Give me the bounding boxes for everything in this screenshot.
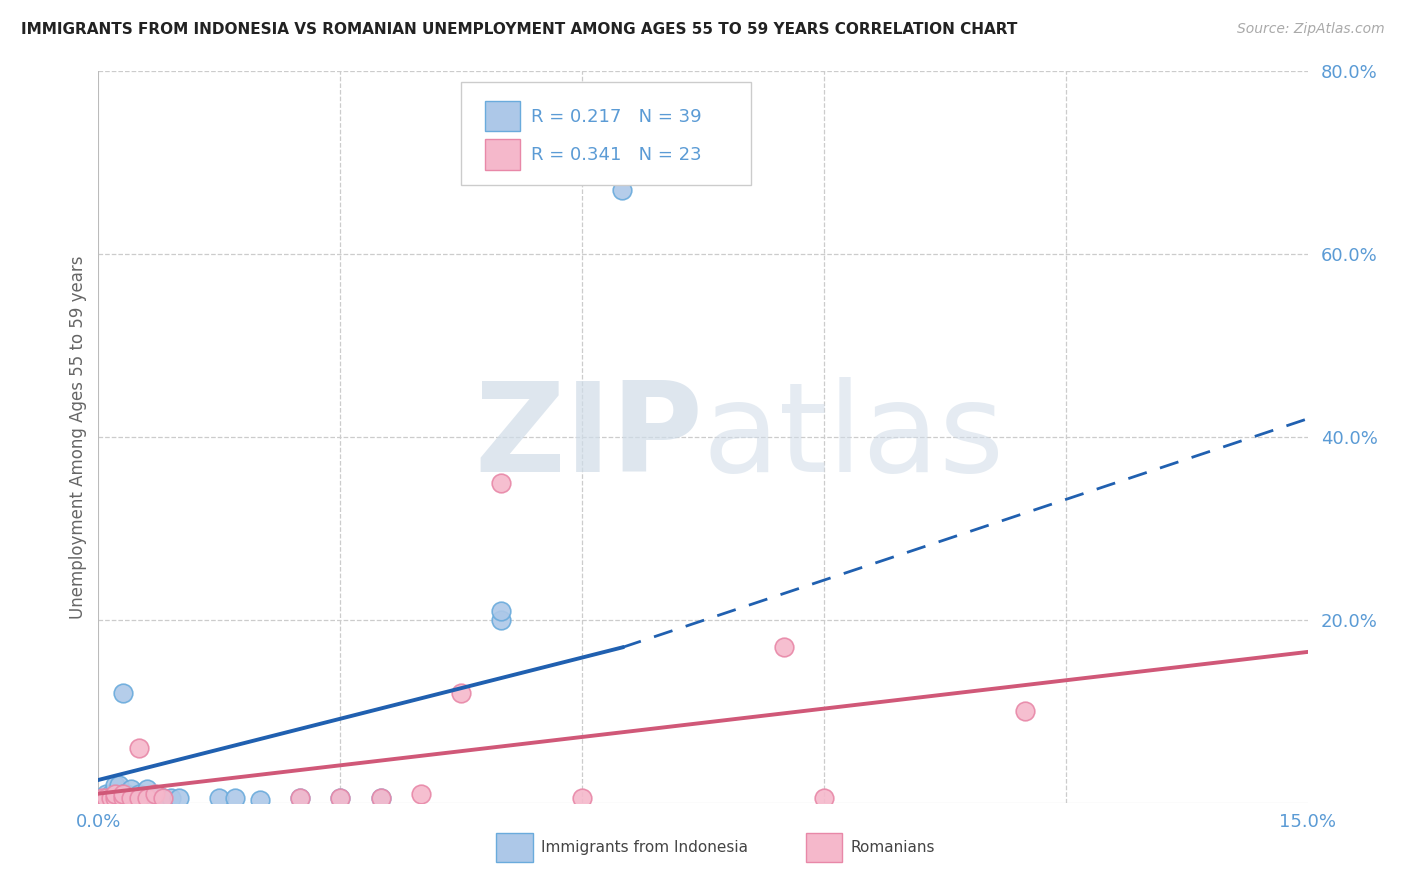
Point <box>612 183 634 197</box>
Point <box>128 740 150 755</box>
Text: R = 0.341   N = 23: R = 0.341 N = 23 <box>531 146 702 164</box>
Point <box>143 787 166 801</box>
Point <box>152 791 174 805</box>
Point <box>128 791 150 805</box>
Point <box>100 787 122 801</box>
Point <box>571 791 593 805</box>
Point <box>128 787 150 801</box>
Point <box>152 791 174 805</box>
Point <box>491 613 513 627</box>
Point <box>103 791 125 805</box>
Point <box>107 791 129 805</box>
Point <box>96 791 118 805</box>
Point <box>1014 705 1036 719</box>
Point <box>370 791 392 805</box>
Point <box>100 791 122 805</box>
Point <box>111 787 134 801</box>
Point <box>132 791 155 805</box>
Text: atlas: atlas <box>703 376 1005 498</box>
Point <box>329 791 352 805</box>
Point <box>128 791 150 805</box>
Point <box>103 787 125 801</box>
Point <box>111 791 134 805</box>
Point <box>111 787 134 801</box>
Point <box>124 791 146 805</box>
Point <box>107 787 129 801</box>
FancyBboxPatch shape <box>806 833 842 862</box>
Point <box>115 791 138 805</box>
Point <box>160 791 183 805</box>
Text: Immigrants from Indonesia: Immigrants from Indonesia <box>541 840 748 855</box>
Point <box>111 791 134 805</box>
Point <box>135 791 157 805</box>
Point <box>135 791 157 805</box>
Point <box>103 778 125 792</box>
Point <box>120 791 142 805</box>
Point <box>96 791 118 805</box>
Point <box>450 686 472 700</box>
FancyBboxPatch shape <box>496 833 533 862</box>
FancyBboxPatch shape <box>461 82 751 185</box>
Point <box>120 782 142 797</box>
Point <box>772 640 794 655</box>
Point <box>288 791 311 805</box>
Point <box>329 791 352 805</box>
Point <box>96 787 118 801</box>
Point <box>813 791 835 805</box>
FancyBboxPatch shape <box>485 139 520 170</box>
Point <box>167 791 190 805</box>
Point <box>143 791 166 805</box>
Point <box>111 686 134 700</box>
Point <box>100 791 122 805</box>
Point <box>491 475 513 490</box>
FancyBboxPatch shape <box>485 101 520 131</box>
Point <box>152 791 174 805</box>
Text: Source: ZipAtlas.com: Source: ZipAtlas.com <box>1237 22 1385 37</box>
Point <box>135 782 157 797</box>
Point <box>107 778 129 792</box>
Text: ZIP: ZIP <box>474 376 703 498</box>
Point <box>103 787 125 801</box>
Point <box>143 791 166 805</box>
Point <box>409 787 432 801</box>
Point <box>91 791 114 805</box>
Text: Romanians: Romanians <box>851 840 935 855</box>
Point <box>115 787 138 801</box>
Point <box>103 791 125 805</box>
Point <box>208 791 231 805</box>
Y-axis label: Unemployment Among Ages 55 to 59 years: Unemployment Among Ages 55 to 59 years <box>69 255 87 619</box>
Point <box>288 791 311 805</box>
Point <box>491 604 513 618</box>
Point <box>249 793 271 807</box>
Text: IMMIGRANTS FROM INDONESIA VS ROMANIAN UNEMPLOYMENT AMONG AGES 55 TO 59 YEARS COR: IMMIGRANTS FROM INDONESIA VS ROMANIAN UN… <box>21 22 1018 37</box>
Point <box>224 791 246 805</box>
Point <box>91 791 114 805</box>
Point <box>120 791 142 805</box>
Text: R = 0.217   N = 39: R = 0.217 N = 39 <box>531 109 702 127</box>
Point <box>370 791 392 805</box>
